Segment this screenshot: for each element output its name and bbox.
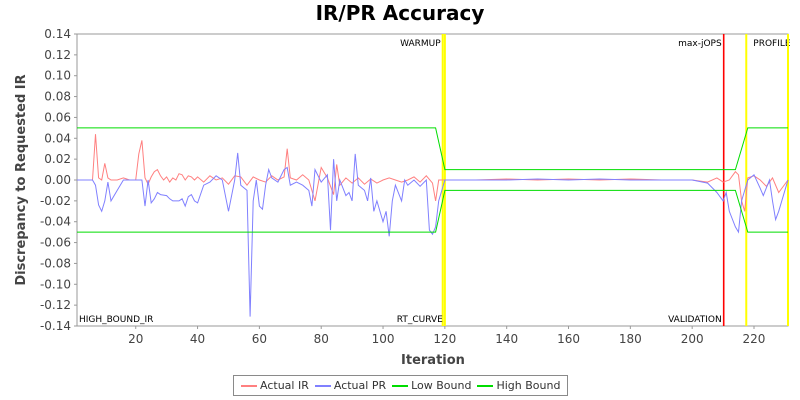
x-tick-label: 200 (681, 332, 704, 346)
x-tick-label: 220 (743, 332, 766, 346)
marker-label: WARMUP (400, 39, 441, 49)
legend-item: Low Bound (392, 379, 471, 392)
series-line (77, 189, 788, 233)
x-tick-label: 160 (557, 332, 580, 346)
y-tick-label: 0.14 (44, 27, 71, 41)
y-tick-label: -0.14 (40, 319, 71, 333)
marker-label: RT_CURVE (397, 315, 443, 325)
marker-label: PROFILE (753, 39, 791, 49)
chart-title: IR/PR Accuracy (316, 1, 485, 25)
y-tick-label: -0.02 (40, 194, 71, 208)
y-tick-label: -0.10 (40, 277, 71, 291)
legend-swatch (314, 384, 331, 387)
x-tick-label: 120 (433, 332, 456, 346)
x-tick-label: 40 (190, 332, 205, 346)
y-tick-label: 0.02 (44, 152, 71, 166)
legend-label: Actual IR (260, 379, 309, 392)
y-tick-label: -0.08 (40, 256, 71, 270)
series-line (77, 152, 789, 317)
y-tick-label: -0.06 (40, 236, 71, 250)
legend-swatch (477, 384, 494, 387)
y-tick-label: -0.04 (40, 215, 71, 229)
x-axis-label: Iteration (401, 353, 465, 368)
legend: Actual IR Actual PR Low Bound High Bound (233, 375, 569, 396)
legend-label: Low Bound (411, 379, 472, 392)
x-axis: 20 40 60 80 100 120 140 160 180 200 220 (128, 326, 765, 346)
x-tick-label: 80 (314, 332, 329, 346)
x-tick-label: 20 (128, 332, 143, 346)
series-line (77, 127, 788, 171)
legend-item: High Bound (477, 379, 560, 392)
y-tick-label: 0.08 (44, 90, 71, 104)
legend-swatch (241, 384, 257, 387)
y-tick-label: -0.12 (40, 298, 71, 312)
legend-swatch (392, 384, 409, 387)
marker-label: max-jOPS (678, 39, 722, 49)
series-lines (77, 127, 789, 317)
x-tick-label: 60 (252, 332, 267, 346)
legend-label: High Bound (496, 379, 561, 392)
x-tick-label: 100 (372, 332, 395, 346)
y-tick-label: 0.06 (44, 110, 71, 124)
corner-label: HIGH_BOUND_IR (79, 315, 153, 325)
y-tick-label: 0.00 (44, 173, 71, 187)
y-tick-label: 0.04 (44, 131, 71, 145)
legend-label: Actual PR (333, 379, 387, 392)
y-tick-label: 0.10 (44, 69, 71, 83)
y-tick-label: 0.12 (44, 48, 71, 62)
x-tick-label: 140 (495, 332, 518, 346)
x-tick-label: 180 (619, 332, 642, 346)
y-axis-label: Discrepancy to Requested IR (14, 74, 29, 285)
marker-label: VALIDATION (668, 315, 722, 325)
y-axis: -0.14 -0.12 -0.10 -0.08 -0.06 -0.04 -0.02 0.00 0… (40, 27, 77, 333)
legend-item: Actual PR (314, 379, 387, 392)
legend-item: Actual IR (241, 379, 309, 392)
